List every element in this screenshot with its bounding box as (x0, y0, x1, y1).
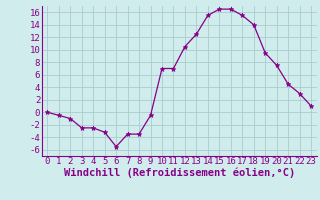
X-axis label: Windchill (Refroidissement éolien,°C): Windchill (Refroidissement éolien,°C) (64, 168, 295, 178)
